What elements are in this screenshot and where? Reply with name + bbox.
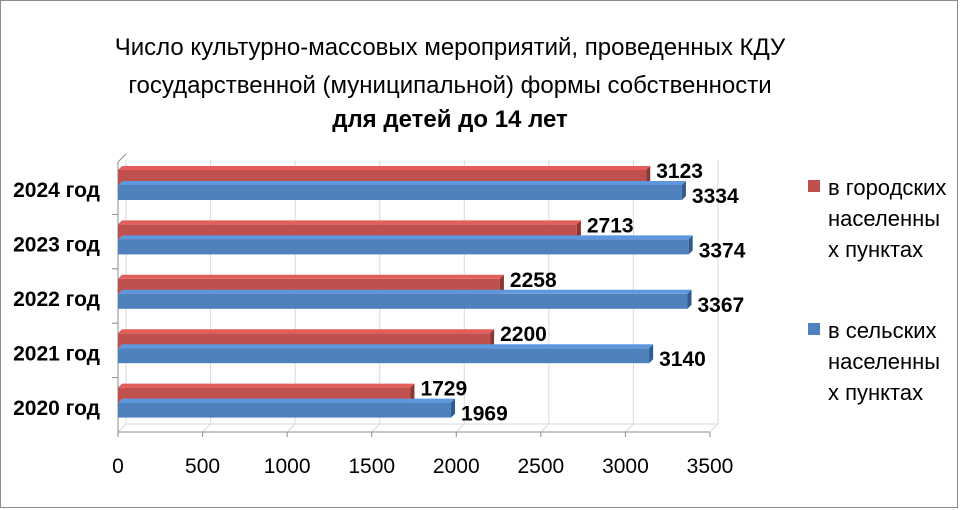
gridline-floor: [540, 423, 550, 433]
legend-label-urban: в городских населенны х пунктах: [828, 172, 960, 265]
bar: [118, 239, 689, 255]
legend-label-urban-line-1: в городских: [828, 175, 947, 200]
category-label: 2022 год: [13, 288, 100, 311]
gridline-floor: [709, 423, 719, 433]
x-tick-label: 2000: [433, 455, 480, 478]
bar-end: [681, 181, 686, 200]
x-tick-label: 1000: [264, 455, 311, 478]
legend-label-urban-line-3: х пунктах: [828, 237, 924, 262]
x-tick-label: 3500: [687, 455, 734, 478]
x-tick-label: 1500: [348, 455, 395, 478]
gridline-floor: [625, 423, 634, 433]
bar: [118, 402, 452, 418]
data-label: 2258: [510, 269, 557, 292]
bar: [118, 293, 688, 309]
bar-top: [118, 274, 504, 279]
gridline-floor: [202, 423, 211, 433]
category-label: 2020 год: [13, 397, 100, 420]
data-label: 3367: [698, 294, 745, 317]
gridline-floor: [286, 423, 296, 433]
bar-end: [410, 383, 415, 403]
bar-end: [490, 329, 495, 349]
x-tick-label: 3000: [602, 455, 649, 478]
bar-end: [649, 344, 654, 364]
category-label: 2021 год: [13, 342, 100, 365]
x-tick-label: 500: [185, 455, 220, 478]
x-tick-label: 2500: [517, 455, 564, 478]
data-label: 1969: [461, 403, 508, 426]
data-label: 3140: [659, 348, 706, 371]
bar-top: [118, 289, 692, 294]
bar-end: [646, 166, 651, 185]
bar-end: [451, 398, 456, 418]
bar: [118, 348, 650, 364]
bar-end: [687, 289, 692, 309]
bar-top: [118, 383, 415, 388]
bar-end: [576, 220, 581, 240]
data-label: 3334: [692, 185, 739, 208]
bar-top: [118, 344, 654, 349]
chart-title-line-2: государственной (муниципальной) формы со…: [128, 72, 772, 99]
data-label: 2200: [500, 323, 547, 346]
legend-label-urban-line-2: населенны: [828, 206, 941, 231]
legend-label-rural-line-2: населенны: [828, 349, 941, 374]
axis-depth: [117, 153, 127, 163]
data-label: 3123: [656, 160, 703, 183]
bar-top: [118, 235, 693, 240]
x-tick-label: 0: [112, 455, 124, 478]
data-label: 1729: [420, 378, 467, 401]
legend-swatch-rural: [808, 323, 820, 335]
data-label: 2713: [587, 214, 634, 237]
bar-end: [688, 235, 693, 255]
chart-title-line-1: Число культурно-массовых мероприятий, пр…: [114, 34, 786, 61]
legend-swatch-urban: [808, 180, 820, 192]
bar-end: [499, 274, 504, 294]
category-label: 2024 год: [13, 179, 100, 202]
legend-label-rural: в сельских населенны х пунктах: [828, 315, 960, 408]
bar-top: [118, 329, 495, 334]
legend-label-rural-line-1: в сельских: [828, 318, 937, 343]
bar-top: [118, 220, 581, 225]
data-label: 3374: [699, 239, 746, 262]
bar-top: [118, 398, 456, 403]
chart-title-line-3: для детей до 14 лет: [332, 106, 568, 133]
legend-label-rural-line-3: х пунктах: [828, 380, 924, 405]
bar-top: [118, 166, 651, 170]
gridline-floor: [117, 423, 127, 433]
bar: [118, 185, 682, 200]
bar-top: [118, 181, 686, 185]
gridline-floor: [455, 423, 465, 433]
category-label: 2023 год: [13, 234, 100, 257]
gridline-floor: [371, 423, 381, 433]
